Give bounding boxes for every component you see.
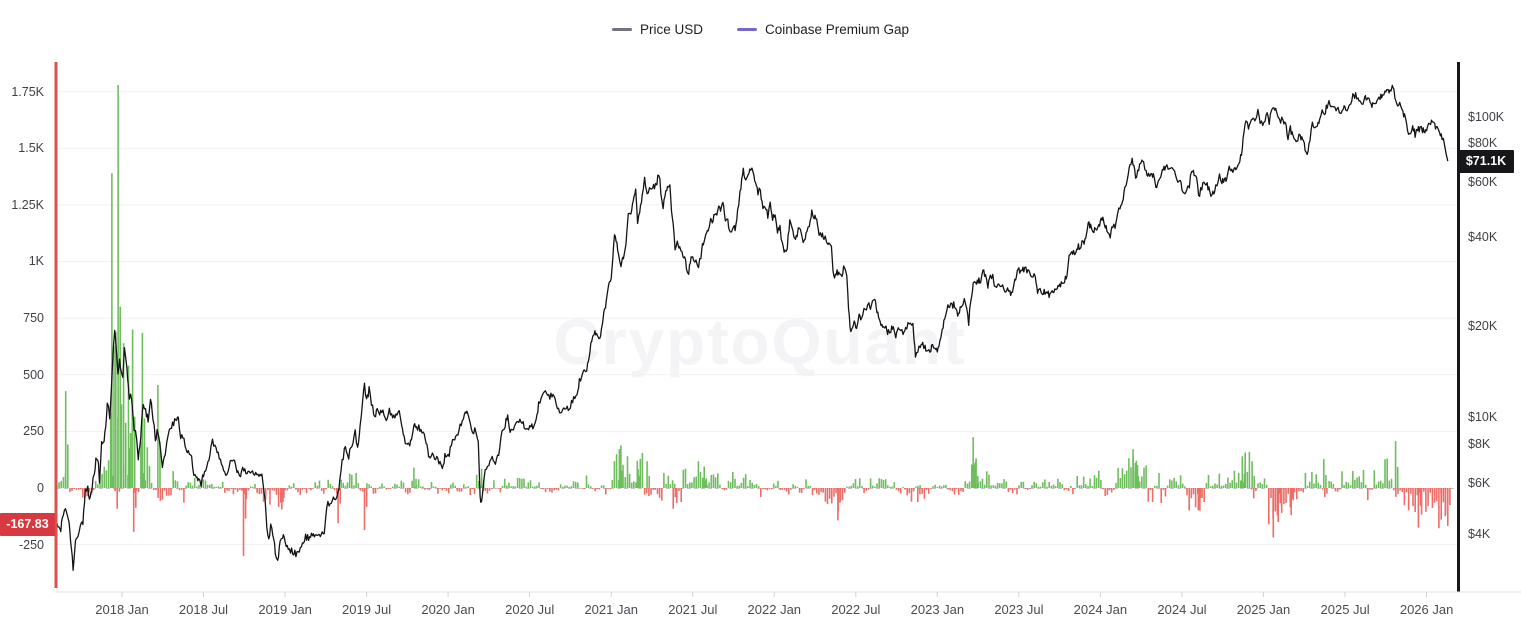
left-axis-tick: 1.5K (18, 141, 44, 155)
premium-gap-negative-bars (69, 488, 1451, 556)
x-axis-tick: 2023 Jul (994, 602, 1044, 617)
price-last-value-badge: $71.1K (1458, 150, 1514, 173)
left-axis-tick: 1K (28, 254, 44, 268)
x-axis-tick: 2025 Jan (1236, 602, 1291, 617)
left-axis-tick: 0 (37, 481, 44, 495)
price-usd-line (57, 84, 1449, 571)
premium-gap-bars (57, 85, 1451, 556)
right-axis-tick: $60K (1468, 175, 1498, 189)
x-axis-tick: 2024 Jan (1073, 602, 1128, 617)
right-axis-tick: $20K (1468, 319, 1498, 333)
right-axis-tick: $10K (1468, 410, 1498, 424)
x-axis-tick: 2019 Jan (258, 602, 312, 617)
x-axis-tick: 2019 Jul (342, 602, 392, 617)
left-axis-tick: 1.75K (11, 85, 44, 99)
premium-gap-last-value-badge: -167.83 (0, 513, 55, 536)
left-axis-tick: -250 (18, 538, 44, 552)
x-axis-tick: 2021 Jan (584, 602, 638, 617)
x-axis-tick: 2020 Jul (505, 602, 555, 617)
x-axis-tick: 2022 Jul (831, 602, 881, 617)
left-axis-tick: 500 (23, 368, 44, 382)
left-axis-tick: 750 (23, 311, 44, 325)
price-usd-swatch-icon (611, 28, 632, 31)
right-axis-tick: $100K (1468, 110, 1505, 124)
x-axis-tick: 2025 Jul (1320, 602, 1370, 617)
coinbase-premium-gap-swatch-icon (736, 28, 757, 31)
right-axis-tick: $8K (1468, 437, 1491, 451)
right-axis-tick: $80K (1468, 136, 1498, 150)
legend-item-coinbase-premium-gap[interactable]: Coinbase Premium Gap (736, 22, 910, 37)
right-axis-tick: $40K (1468, 230, 1498, 244)
legend-label-coinbase-premium-gap: Coinbase Premium Gap (764, 22, 910, 37)
premium-gap-positive-bars (57, 85, 1399, 488)
legend-item-price-usd[interactable]: Price USD (611, 22, 703, 37)
x-axis-tick: 2024 Jul (1157, 602, 1207, 617)
x-axis-tick: 2018 Jul (178, 602, 229, 617)
x-axis-tick: 2023 Jan (910, 602, 965, 617)
x-axis-tick: 2026 Jan (1399, 602, 1454, 617)
x-axis-tick: 2018 Jan (95, 602, 149, 617)
left-axis-tick: 1.25K (11, 198, 44, 212)
x-axis-tick: 2021 Jul (668, 602, 718, 617)
chart-legend: Price USD Coinbase Premium Gap (0, 22, 1521, 37)
left-axis-tick: 250 (23, 424, 44, 438)
right-axis-tick: $4K (1468, 527, 1491, 541)
x-axis-tick: 2020 Jan (421, 602, 475, 617)
right-axis-tick: $6K (1468, 476, 1491, 490)
x-axis-tick: 2022 Jan (747, 602, 802, 617)
legend-label-price-usd: Price USD (639, 22, 703, 37)
